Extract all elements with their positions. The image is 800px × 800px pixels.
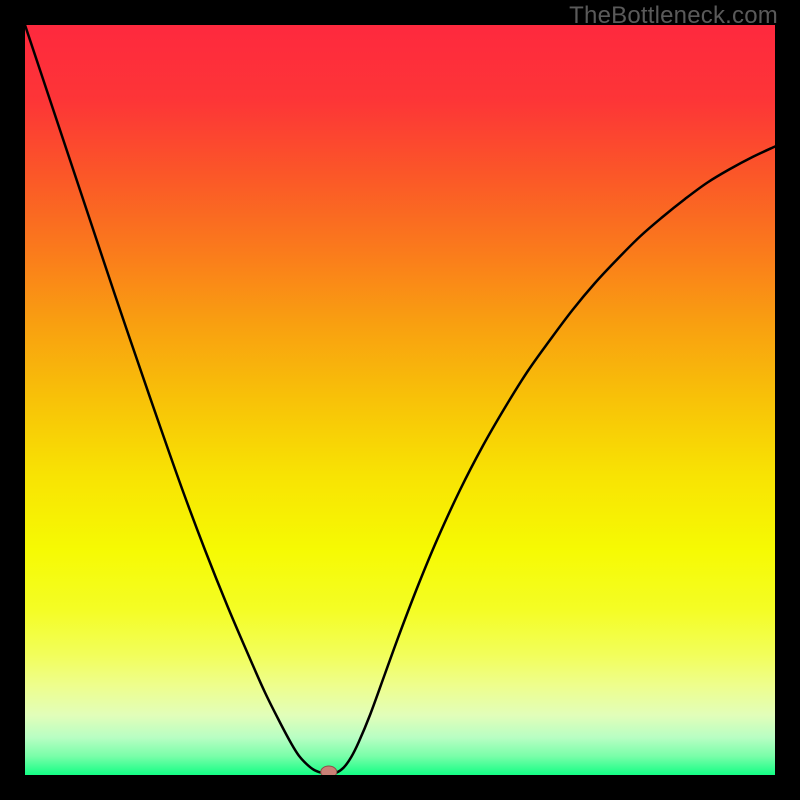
chart-plot-area: [25, 25, 775, 775]
watermark-text: TheBottleneck.com: [569, 2, 778, 30]
optimum-marker: [321, 766, 337, 775]
bottleneck-chart: [25, 25, 775, 775]
chart-background: [25, 25, 775, 775]
